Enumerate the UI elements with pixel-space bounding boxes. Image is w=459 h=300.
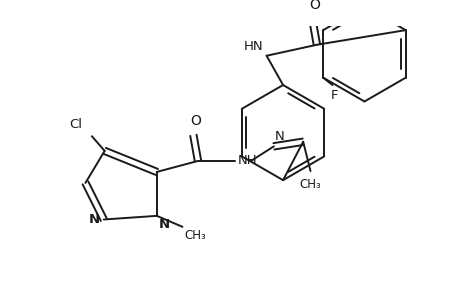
Text: O: O bbox=[190, 114, 200, 128]
Text: CH₃: CH₃ bbox=[299, 178, 321, 191]
Text: N: N bbox=[274, 130, 284, 142]
Text: N: N bbox=[89, 213, 100, 226]
Text: F: F bbox=[330, 89, 337, 102]
Text: CH₃: CH₃ bbox=[184, 229, 206, 242]
Text: NH: NH bbox=[237, 154, 257, 167]
Text: N: N bbox=[158, 218, 169, 231]
Text: Cl: Cl bbox=[70, 118, 83, 131]
Text: HN: HN bbox=[244, 40, 263, 53]
Text: O: O bbox=[309, 0, 320, 12]
